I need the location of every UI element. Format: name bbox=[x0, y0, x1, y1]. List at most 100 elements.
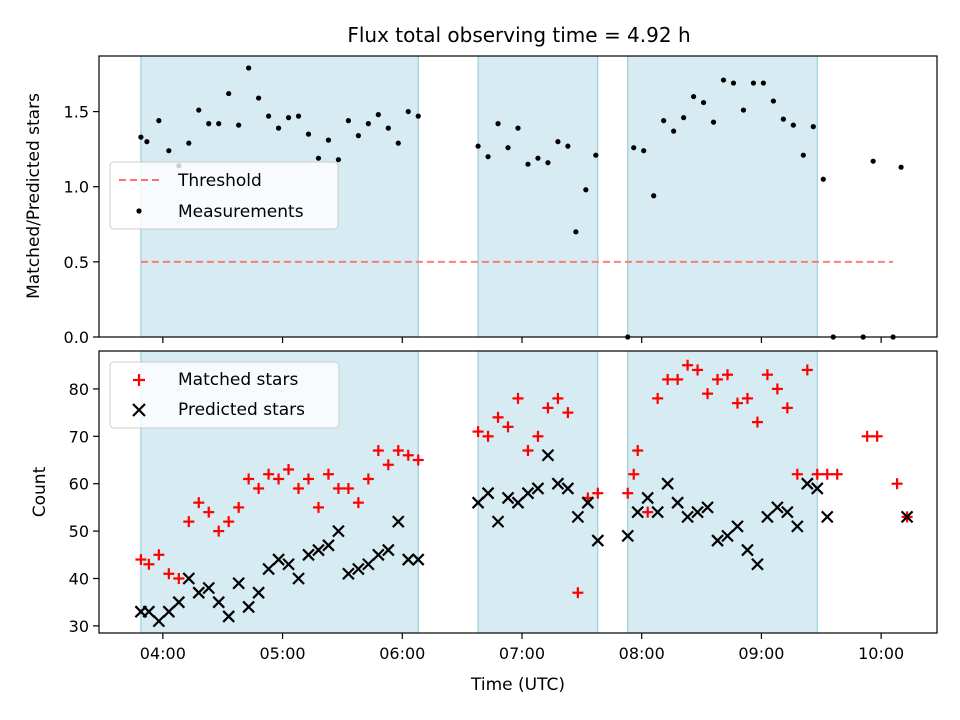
top-legend-box bbox=[109, 161, 339, 230]
measurement-point bbox=[700, 99, 707, 106]
predicted-star-point bbox=[531, 482, 545, 495]
matched-star-point bbox=[293, 482, 305, 494]
y-tick-label: 30 bbox=[69, 617, 89, 636]
measurement-point bbox=[565, 143, 571, 149]
cross-b bbox=[561, 482, 575, 495]
matched-star-point bbox=[672, 373, 684, 385]
measurement-point bbox=[226, 90, 232, 97]
matched-star-point bbox=[761, 369, 773, 381]
predicted-star-point bbox=[362, 557, 375, 571]
predicted-star-point bbox=[312, 543, 325, 557]
cross-b bbox=[302, 548, 315, 562]
predicted-star-point bbox=[811, 482, 824, 495]
matched-star-point bbox=[143, 558, 155, 570]
cross-b bbox=[721, 529, 734, 543]
predicted-star-point bbox=[332, 524, 345, 538]
matched-star-point bbox=[412, 454, 424, 466]
measurement-point bbox=[710, 119, 717, 125]
predicted-star-point bbox=[781, 505, 794, 519]
cross-b bbox=[222, 610, 235, 623]
matched-star-point bbox=[682, 359, 694, 371]
cross-b bbox=[531, 482, 545, 495]
measurement-point bbox=[315, 155, 322, 161]
matched-star-point bbox=[871, 430, 883, 442]
predicted-star-point bbox=[681, 510, 694, 524]
y-tick-label: 1.5 bbox=[64, 103, 89, 122]
matched-star-point bbox=[303, 473, 314, 485]
predicted-star-point bbox=[661, 477, 674, 490]
predicted-star-point bbox=[262, 562, 275, 576]
matched-star-point bbox=[702, 388, 714, 400]
measurement-point bbox=[760, 80, 767, 86]
predicted-star-point bbox=[491, 515, 505, 528]
predicted-star-point bbox=[591, 534, 605, 547]
cross-b bbox=[232, 576, 245, 590]
predicted-star-point bbox=[352, 562, 365, 576]
cross-b bbox=[521, 486, 535, 500]
cross-b bbox=[581, 496, 595, 509]
predicted-star-point bbox=[900, 510, 914, 524]
top-x-ticks bbox=[162, 337, 882, 343]
measurement-point bbox=[295, 113, 302, 119]
predicted-star-point bbox=[292, 572, 305, 585]
matched-star-point bbox=[662, 373, 674, 385]
predicted-star-point bbox=[711, 534, 724, 547]
cross-b bbox=[182, 572, 196, 585]
predicted-star-point bbox=[382, 543, 395, 557]
measurement-point bbox=[545, 160, 551, 166]
cross-b bbox=[332, 524, 345, 538]
predicted-star-point bbox=[411, 553, 425, 566]
measurement-point bbox=[631, 145, 637, 151]
matched-star-point bbox=[263, 468, 275, 480]
cross-b bbox=[811, 482, 824, 495]
measurement-point bbox=[405, 108, 411, 115]
cross-b bbox=[252, 586, 265, 599]
predicted-star-point bbox=[481, 486, 495, 500]
predicted-star-point bbox=[561, 482, 575, 495]
matched-star-point bbox=[362, 473, 374, 485]
matched-star-point bbox=[622, 487, 634, 499]
measurement-point bbox=[365, 121, 371, 127]
predicted-star-point bbox=[791, 520, 804, 533]
predicted-star-point bbox=[222, 610, 235, 623]
measurement-point bbox=[246, 65, 252, 71]
predicted-star-point bbox=[741, 543, 754, 557]
predicted-star-point bbox=[282, 557, 295, 571]
matched-star-point bbox=[831, 468, 843, 480]
cross-b bbox=[701, 501, 714, 514]
measurement-point bbox=[495, 121, 501, 127]
predicted-star-point bbox=[342, 567, 355, 581]
measurement-point bbox=[256, 95, 262, 101]
matched-star-point bbox=[482, 430, 494, 442]
matched-star-point bbox=[283, 463, 295, 475]
predicted-star-point bbox=[172, 595, 186, 609]
cross-b bbox=[262, 562, 275, 576]
measurement-point bbox=[583, 187, 589, 193]
x-tick-label: 06:00 bbox=[379, 644, 425, 663]
cross-b bbox=[471, 496, 485, 509]
predicted-star-point bbox=[272, 553, 285, 566]
cross-b bbox=[801, 477, 814, 490]
matched-star-point bbox=[562, 407, 574, 419]
observing-interval-shade bbox=[627, 351, 818, 633]
measurement-point bbox=[144, 139, 150, 145]
matched-star-point bbox=[213, 525, 225, 537]
cross-b bbox=[551, 477, 565, 490]
cross-b bbox=[571, 510, 585, 524]
cross-b bbox=[322, 539, 335, 552]
matched-star-point bbox=[392, 445, 404, 457]
measurement-point bbox=[485, 154, 491, 160]
cross-b bbox=[651, 505, 664, 519]
measurement-point bbox=[325, 137, 332, 143]
cross-b bbox=[711, 534, 724, 547]
x-tick-label: 09:00 bbox=[738, 644, 784, 663]
cross-b bbox=[352, 562, 365, 576]
matched-star-point bbox=[632, 445, 644, 457]
cross-b bbox=[142, 605, 156, 618]
predicted-star-point bbox=[252, 586, 265, 599]
predicted-star-point bbox=[202, 581, 216, 595]
predicted-star-point bbox=[631, 505, 644, 519]
matched-star-point bbox=[402, 449, 414, 461]
x-tick-label: 04:00 bbox=[140, 644, 186, 663]
predicted-star-point bbox=[471, 496, 485, 509]
